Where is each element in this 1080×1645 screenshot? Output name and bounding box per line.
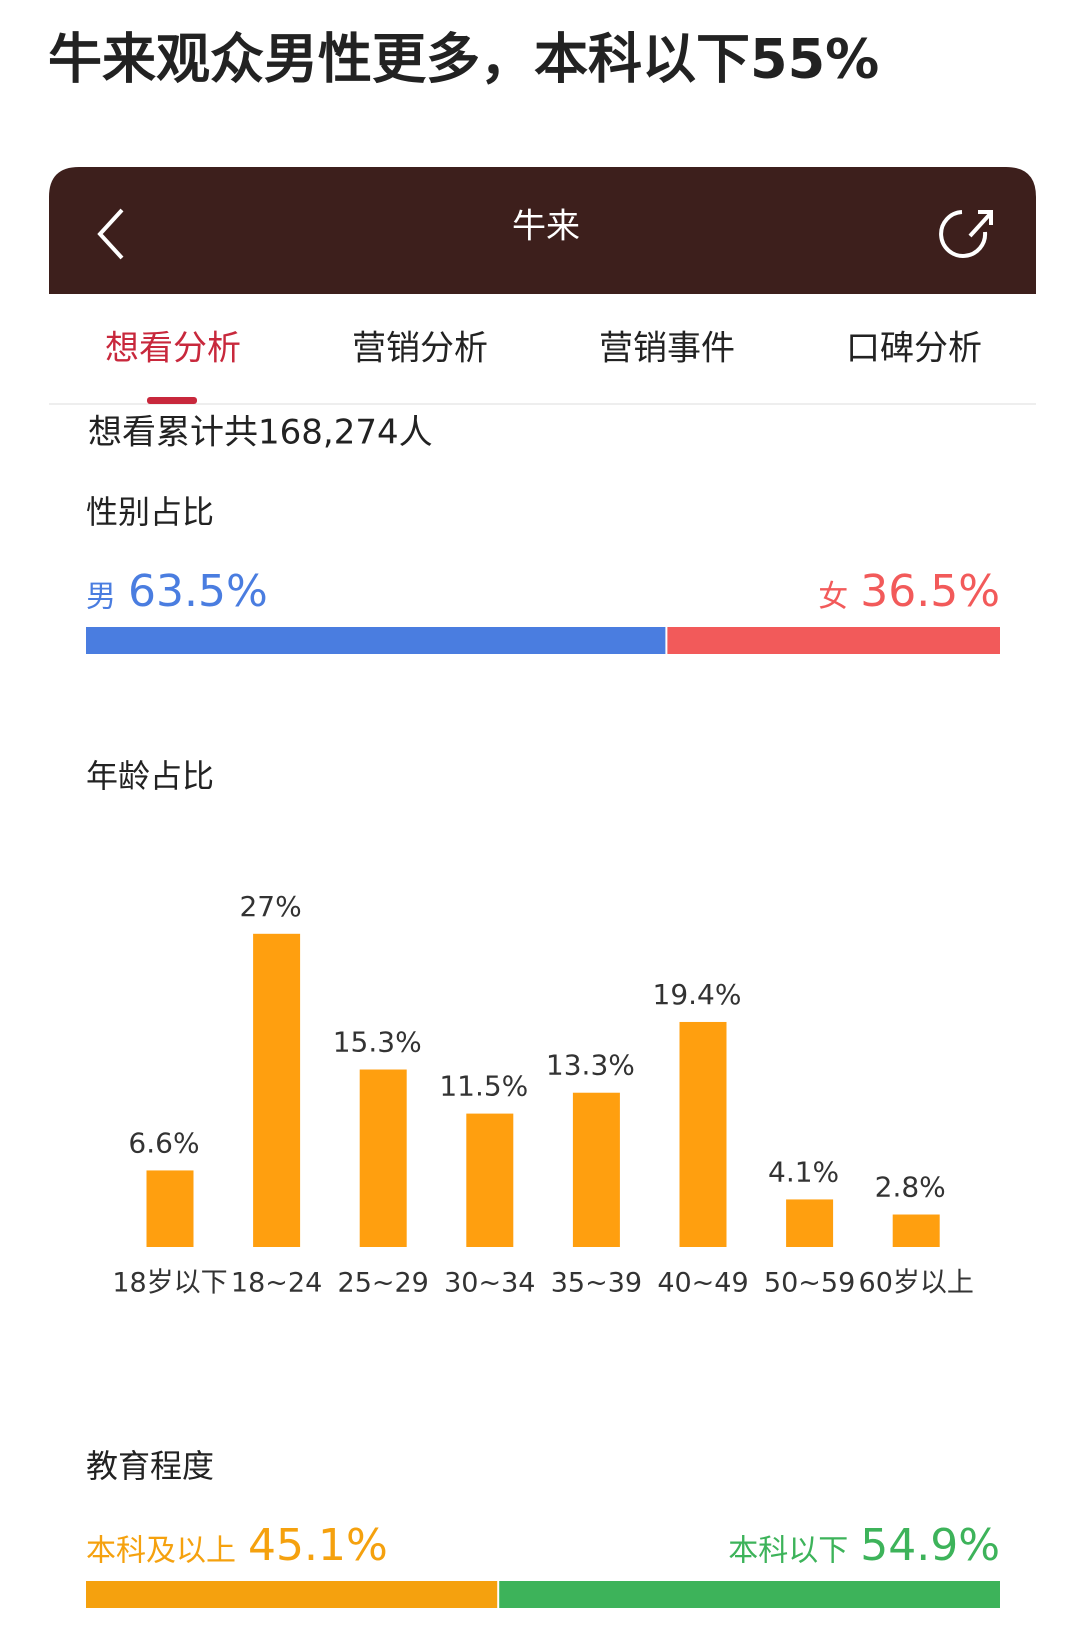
value-label: 54.9% bbox=[860, 1520, 1000, 1571]
legend-name: 女 bbox=[818, 580, 848, 615]
tab[interactable]: 营销事件 bbox=[599, 329, 735, 369]
value-label: 36.5% bbox=[860, 566, 1000, 617]
share-button[interactable] bbox=[939, 210, 993, 258]
total-count: 想看累计共168,274人 bbox=[88, 413, 433, 453]
bar bbox=[892, 1214, 940, 1247]
split-segment bbox=[499, 1581, 1000, 1608]
value-label: 6.6% bbox=[128, 1126, 199, 1159]
value-label: 15.3% bbox=[333, 1026, 422, 1059]
section-title: 性别占比 bbox=[86, 493, 214, 531]
bar bbox=[253, 933, 301, 1247]
x-tick-label: 18岁以下 bbox=[112, 1268, 227, 1299]
x-tick-label: 25~29 bbox=[338, 1268, 429, 1299]
tab[interactable]: 口碑分析 bbox=[846, 329, 982, 369]
bar bbox=[679, 1021, 727, 1247]
value-label: 13.3% bbox=[546, 1049, 635, 1082]
value-label: 45.1% bbox=[248, 1520, 388, 1571]
legend-name: 男 bbox=[86, 580, 116, 615]
bar bbox=[572, 1092, 620, 1247]
back-button[interactable] bbox=[97, 208, 124, 260]
value-label: 11.5% bbox=[439, 1070, 528, 1103]
legend-name: 本科以下 bbox=[728, 1534, 848, 1569]
nav-title: 牛来 bbox=[512, 207, 580, 247]
legend-name: 本科及以上 bbox=[86, 1534, 236, 1569]
x-tick-label: 35~39 bbox=[551, 1268, 642, 1299]
tab[interactable]: 想看分析 bbox=[105, 329, 241, 369]
value-label: 2.8% bbox=[875, 1171, 946, 1204]
value-label: 19.4% bbox=[653, 978, 742, 1011]
value-label: 63.5% bbox=[128, 566, 268, 617]
x-tick-label: 40~49 bbox=[657, 1268, 748, 1299]
x-tick-label: 18~24 bbox=[231, 1268, 322, 1299]
split-segment bbox=[667, 627, 1000, 654]
tab-indicator bbox=[147, 397, 197, 404]
x-tick-label: 50~59 bbox=[764, 1268, 855, 1299]
section-title: 年龄占比 bbox=[86, 757, 214, 795]
value-label: 27% bbox=[239, 890, 301, 923]
bar bbox=[146, 1170, 194, 1247]
tab[interactable]: 营销分析 bbox=[352, 329, 488, 369]
bar bbox=[466, 1113, 514, 1247]
value-label: 4.1% bbox=[768, 1155, 839, 1188]
x-tick-label: 60岁以上 bbox=[859, 1268, 974, 1299]
headline: 牛来观众男性更多，本科以下55% bbox=[48, 28, 879, 91]
split-segment bbox=[86, 1581, 498, 1608]
bar bbox=[786, 1199, 834, 1247]
x-tick-label: 30~34 bbox=[444, 1268, 535, 1299]
section-title: 教育程度 bbox=[86, 1447, 214, 1485]
nav-bar bbox=[49, 167, 1036, 294]
split-segment bbox=[86, 627, 666, 654]
bar bbox=[359, 1069, 407, 1247]
